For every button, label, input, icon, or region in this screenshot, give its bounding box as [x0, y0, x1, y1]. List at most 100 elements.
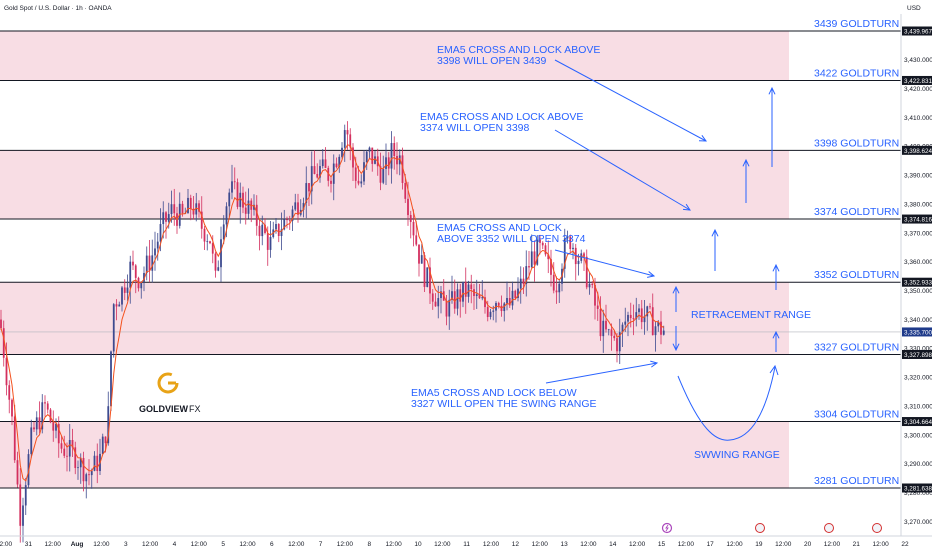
candle-body: [629, 314, 632, 319]
candle-body: [140, 281, 143, 289]
price-axis[interactable]: 3,270.000 3,280.000 3,290.000 3,300.000 3,31…: [904, 28, 932, 526]
level-label-5: 3327 GOLDTURN: [814, 341, 899, 353]
candle-body: [572, 247, 574, 250]
candle-body: [244, 207, 247, 214]
candle-body: [401, 155, 404, 183]
y-tick-label: 3,430.000: [904, 57, 932, 64]
arrows-layer: [545, 59, 780, 441]
arrow-to-3352-head: [647, 271, 656, 278]
candle-body: [464, 281, 467, 297]
candle-body: [57, 423, 60, 444]
candle-body: [66, 455, 68, 457]
candle-body: [382, 168, 385, 183]
candle-body: [275, 224, 277, 230]
candle-body: [456, 289, 459, 309]
us-flag-event-icon[interactable]: [824, 523, 834, 533]
x-tick-label: 12: [512, 541, 520, 548]
us-flag-event-icon[interactable]: [872, 523, 882, 533]
candle-body: [173, 204, 176, 214]
level-label-7: 3281 GOLDTURN: [814, 475, 899, 487]
candle-body: [115, 304, 118, 307]
current-price-badge: [902, 327, 932, 337]
logo-text-light: FX: [189, 404, 201, 414]
candle-body: [305, 183, 308, 203]
x-tick-label: 15: [658, 541, 666, 548]
candle-body: [544, 245, 547, 255]
level-label-3: 3374 GOLDTURN: [814, 206, 899, 218]
candle-body: [508, 298, 511, 306]
candle-body: [13, 416, 16, 461]
candle-body: [330, 180, 332, 184]
candle-body: [46, 403, 49, 410]
x-tick-label: 12:00: [873, 541, 890, 548]
candle-body: [407, 198, 409, 216]
candle-body: [41, 402, 44, 430]
candle-body: [451, 291, 453, 300]
annotation-3398: EMA5 CROSS AND LOCK ABOVE 3398 WILL OPEN …: [437, 44, 600, 67]
candle-body: [404, 182, 407, 199]
candle-body: [431, 293, 434, 302]
candle-body: [283, 219, 286, 230]
candle-body: [313, 166, 316, 174]
candle-body: [605, 320, 607, 330]
candle-body: [489, 311, 492, 317]
candle-body: [236, 182, 239, 207]
candle-body: [324, 159, 327, 168]
arrow-up-3352-head: [772, 263, 780, 272]
candle-body: [654, 326, 657, 336]
level-label-2: 3398 GOLDTURN: [814, 137, 899, 149]
level-price-badges: 3,439.967 3,422.831 3,398.624 3,374.816 3,35…: [902, 26, 932, 493]
candle-body: [79, 457, 82, 468]
candle-body: [640, 308, 643, 323]
candle-body: [291, 209, 294, 221]
candle-body: [22, 505, 24, 526]
y-tick-label: 3,290.000: [904, 461, 932, 468]
candle-body: [16, 460, 19, 485]
candle-body: [310, 166, 313, 192]
candle-body: [594, 284, 596, 306]
candle-body: [261, 224, 264, 237]
arrow-to-3398-head: [698, 135, 708, 142]
candle-body: [536, 239, 539, 265]
zone-2: [0, 282, 789, 355]
candle-body: [481, 297, 484, 299]
level-price-badge: [902, 75, 932, 85]
candle-body: [393, 143, 396, 156]
symbol-title: Gold Spot / U.S. Dollar · 1h · OANDA: [4, 5, 112, 12]
candle-body: [646, 306, 649, 317]
y-tick-label: 3,320.000: [904, 375, 932, 382]
time-axis[interactable]: 12:00 31 12:00 Aug 12:00 3 12:00 4 12:00 5 12:00 6 1…: [0, 541, 909, 548]
x-tick-label: 10: [414, 541, 422, 548]
x-tick-label: 12:00: [629, 541, 646, 548]
candle-body: [44, 402, 46, 404]
candle-body: [5, 357, 8, 386]
candle-body: [525, 266, 528, 284]
candle-body: [33, 427, 35, 430]
us-flag-event-icon[interactable]: [755, 523, 765, 533]
candle-body: [343, 130, 346, 148]
candle-body: [162, 212, 165, 225]
level-price-badge: [902, 349, 932, 359]
candle-body: [492, 310, 495, 312]
y-tick-label: 3,420.000: [904, 86, 932, 93]
candle-body: [60, 443, 63, 449]
y-tick-label: 3,410.000: [904, 115, 932, 122]
candle-body: [187, 197, 189, 214]
candle-body: [151, 255, 154, 271]
candle-body: [649, 306, 651, 308]
candle-body: [627, 314, 629, 322]
candle-body: [211, 243, 214, 254]
candle-body: [506, 298, 508, 304]
x-tick-label: 21: [853, 541, 861, 548]
candle-body: [52, 422, 55, 431]
candle-body: [266, 232, 269, 250]
candle-body: [583, 253, 585, 257]
x-tick-label: 12:00: [288, 541, 305, 548]
x-tick-label: 3: [124, 541, 128, 548]
candle-body: [327, 167, 330, 181]
level-price-badge: [902, 277, 932, 287]
candle-body: [286, 219, 288, 221]
candle-body: [148, 255, 151, 271]
price-badge-text: 3,374.816: [904, 217, 932, 224]
